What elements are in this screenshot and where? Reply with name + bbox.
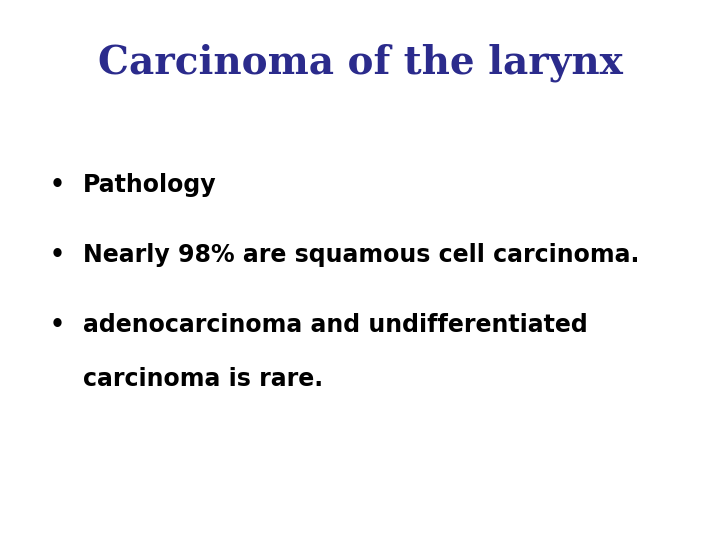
Text: •: • <box>50 243 65 267</box>
Text: adenocarcinoma and undifferentiated: adenocarcinoma and undifferentiated <box>83 313 588 337</box>
Text: •: • <box>50 313 65 337</box>
Text: carcinoma is rare.: carcinoma is rare. <box>83 367 323 391</box>
Text: Pathology: Pathology <box>83 173 217 197</box>
Text: Nearly 98% are squamous cell carcinoma.: Nearly 98% are squamous cell carcinoma. <box>83 243 639 267</box>
Text: Carcinoma of the larynx: Carcinoma of the larynx <box>98 43 622 82</box>
Text: •: • <box>50 173 65 197</box>
